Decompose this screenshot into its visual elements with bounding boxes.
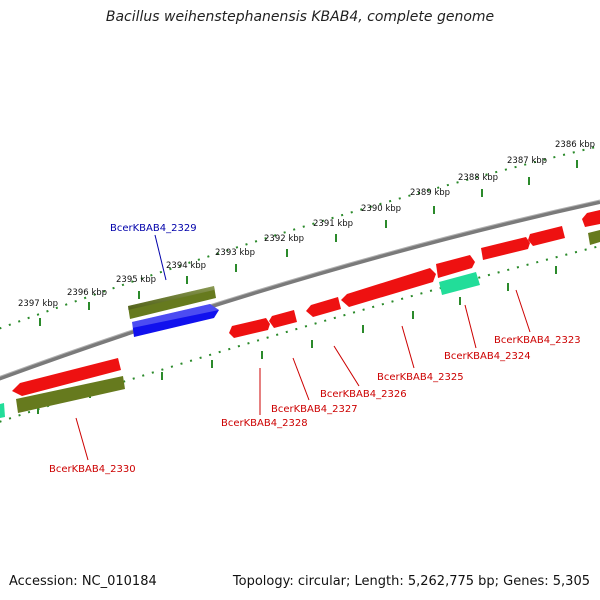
genome-backbone: [0, 200, 600, 381]
gene-2329-arrow[interactable]: [132, 304, 219, 337]
gene-2326-arrow[interactable]: [306, 297, 341, 317]
inner-major-ticks: [37, 266, 557, 414]
outer-major-ticks: [39, 160, 578, 326]
gene-2323-arrow[interactable]: [481, 237, 530, 260]
tick-label: 2391 kbp: [313, 219, 353, 229]
tick-label: 2395 kbp: [116, 275, 156, 285]
rna-feature-left[interactable]: [0, 403, 5, 418]
gene-right-edge-olive[interactable]: [588, 230, 600, 245]
gene-label-2328[interactable]: BcerKBAB4_2328: [221, 418, 308, 429]
gene-label-2325[interactable]: BcerKBAB4_2325: [377, 372, 464, 383]
tick-label: 2396 kbp: [67, 288, 107, 298]
gene-2328-arrow[interactable]: [229, 318, 270, 338]
gene-2323b-arrow[interactable]: [528, 226, 565, 246]
tick-label: 2387 kbp: [507, 156, 547, 166]
rna-feature-2324[interactable]: [439, 272, 480, 295]
tick-label: 2393 kbp: [215, 248, 255, 258]
gene-label-2323[interactable]: BcerKBAB4_2323: [494, 335, 581, 346]
outer-genes: [128, 286, 219, 337]
gene-label-2330[interactable]: BcerKBAB4_2330: [49, 464, 136, 475]
gene-2330-block[interactable]: [16, 376, 125, 413]
tick-labels: 2386 kbp 2387 kbp 2388 kbp 2389 kbp 2390…: [18, 140, 595, 309]
tick-label: 2394 kbp: [166, 261, 206, 271]
gene-label-2324[interactable]: BcerKBAB4_2324: [444, 351, 531, 362]
tick-label: 2388 kbp: [458, 173, 498, 183]
tick-label: 2386 kbp: [555, 140, 595, 150]
tick-label: 2392 kbp: [264, 234, 304, 244]
gene-2324-arrow[interactable]: [436, 255, 475, 278]
gene-right-edge[interactable]: [582, 210, 600, 227]
tick-label: 2389 kbp: [410, 188, 450, 198]
genome-summary: Topology: circular; Length: 5,262,775 bp…: [232, 574, 590, 589]
gene-2330-arrow[interactable]: [12, 358, 121, 396]
gene-label-2326[interactable]: BcerKBAB4_2326: [320, 389, 407, 400]
tick-label: 2397 kbp: [18, 299, 58, 309]
map-title: Bacillus weihenstephanensis KBAB4, compl…: [105, 9, 495, 25]
inner-genes: [0, 210, 600, 418]
label-leaders: [75, 234, 531, 461]
outer-tick-ring: [0, 145, 600, 330]
gene-2325-arrow[interactable]: [341, 268, 436, 307]
tick-label: 2390 kbp: [361, 204, 401, 214]
accession-label: Accession: NC_010184: [9, 574, 157, 589]
gene-2327-arrow[interactable]: [269, 310, 297, 328]
gene-label-2327[interactable]: BcerKBAB4_2327: [271, 404, 358, 415]
gene-labels: BcerKBAB4_2323 BcerKBAB4_2324 BcerKBAB4_…: [49, 223, 581, 475]
gene-label-2329[interactable]: BcerKBAB4_2329: [110, 223, 197, 234]
